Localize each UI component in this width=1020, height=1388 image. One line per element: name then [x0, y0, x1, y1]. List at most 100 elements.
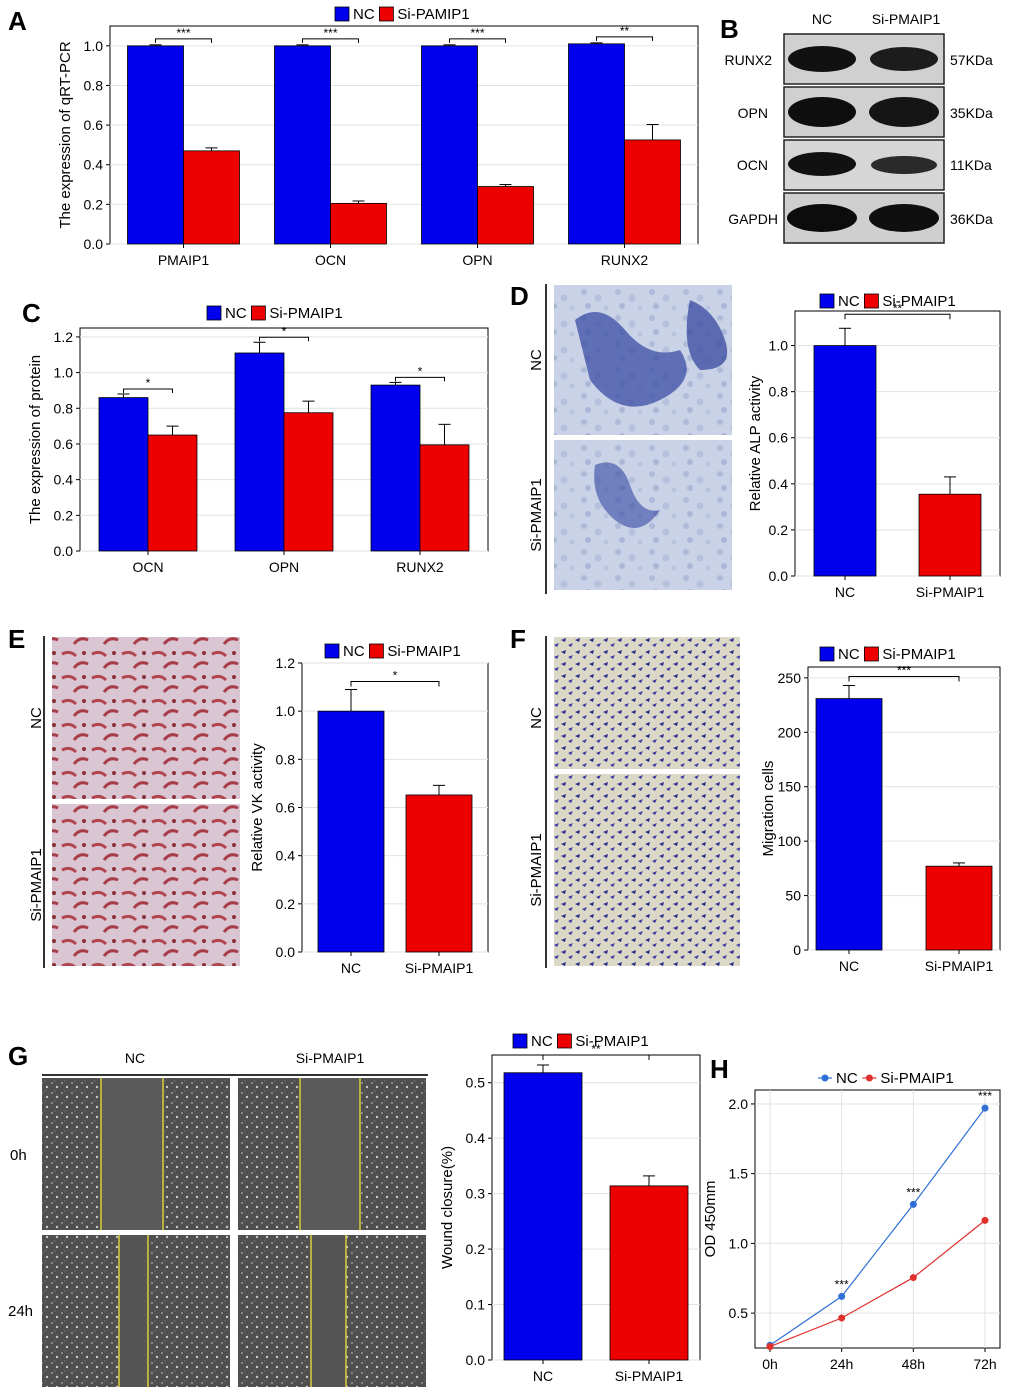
y-tick-label: 1.5: [729, 1166, 749, 1182]
y-axis-label: The expression of qRT-PCR: [57, 41, 74, 228]
migration-image-si: [554, 774, 740, 966]
bar-si: [419, 444, 470, 552]
legend-swatch: [557, 1033, 572, 1049]
bar-nc: [813, 345, 877, 577]
y-tick-label: 0.8: [84, 77, 104, 93]
significance-marker: ***: [897, 664, 911, 678]
significance-marker: *: [146, 376, 151, 390]
legend-swatch: [821, 1074, 829, 1082]
legend-swatch: [819, 293, 835, 309]
legend-swatch: [334, 6, 350, 22]
bar-nc: [127, 45, 184, 245]
migration-row-label: NC: [528, 707, 545, 729]
x-tick-label: NC: [533, 1368, 553, 1384]
panel-label-e: E: [8, 624, 25, 654]
wb-size-label: 36KDa: [950, 211, 993, 227]
significance-marker: ***: [835, 1277, 849, 1291]
legend-swatch: [324, 643, 340, 659]
vk-stain-images: NC Si-PMAIP1: [28, 636, 240, 968]
alp-stain-blob: [686, 300, 728, 370]
significance-bracket: [848, 676, 960, 682]
y-tick-label: 250: [778, 670, 802, 686]
y-tick-label: 0.4: [84, 157, 104, 173]
y-tick-label: 0.4: [276, 848, 296, 864]
legend-swatch: [864, 293, 879, 309]
significance-bracket: [844, 313, 951, 320]
wb-header-nc: NC: [812, 11, 832, 27]
legend-label: NC: [838, 646, 860, 663]
bar-nc: [421, 45, 478, 245]
wb-size-label: 57KDa: [950, 52, 993, 68]
wb-row: GAPDH 36KDa: [728, 192, 993, 244]
y-tick-label: 0.4: [466, 1130, 486, 1146]
wb-protein-label: OPN: [738, 105, 768, 121]
x-tick-label: NC: [835, 584, 855, 600]
vk-row-label: Si-PMAIP1: [28, 848, 45, 921]
legend-swatch: [865, 1074, 873, 1082]
significance-marker: ***: [470, 26, 484, 40]
significance-bracket: [302, 38, 359, 43]
x-tick-label: Si-PMAIP1: [925, 958, 994, 974]
migration-image-nc: [554, 637, 740, 769]
wb-band: [869, 204, 939, 232]
y-axis-label: OD 450mm: [702, 1181, 719, 1258]
bar-si: [609, 1185, 689, 1361]
x-tick-label: NC: [341, 960, 361, 976]
wound-col-label: NC: [125, 1050, 145, 1066]
x-tick-label: 48h: [902, 1356, 925, 1372]
point-nc: [838, 1292, 846, 1300]
bar-nc: [274, 45, 331, 245]
plot-frame: [754, 1089, 1001, 1349]
alp-stain-blob: [594, 462, 660, 528]
y-tick-label: 0.5: [466, 1075, 486, 1091]
point-si: [838, 1314, 846, 1322]
wb-band: [787, 204, 857, 232]
wb-band: [788, 46, 856, 72]
y-tick-label: 50: [785, 888, 801, 904]
y-tick-label: 0.0: [769, 568, 789, 584]
legend-label: Si-PMAIP1: [269, 305, 342, 322]
significance-marker: ***: [323, 26, 337, 40]
legend-swatch: [378, 6, 394, 22]
significance-bracket: [596, 36, 653, 41]
x-tick-label: Si-PMAIP1: [916, 584, 985, 600]
y-tick-label: 0.0: [84, 236, 104, 252]
wb-row: RUNX2 57KDa: [725, 33, 993, 85]
point-si: [766, 1343, 774, 1351]
bar-nc: [234, 352, 285, 552]
wb-protein-label: RUNX2: [725, 52, 773, 68]
point-si: [909, 1274, 917, 1282]
y-tick-label: 0.8: [54, 400, 74, 416]
bar-nc: [98, 397, 149, 552]
significance-bracket: [350, 680, 440, 687]
significance-marker: **: [620, 24, 630, 38]
point-nc: [981, 1104, 989, 1112]
y-axis-label: Relative ALP activity: [747, 375, 764, 511]
y-tick-label: 0.6: [276, 800, 296, 816]
significance-marker: **: [893, 301, 903, 315]
legend-swatch: [819, 646, 835, 662]
wb-protein-label: GAPDH: [728, 211, 778, 227]
legend-label: NC: [225, 305, 247, 322]
point-nc: [909, 1200, 917, 1208]
significance-marker: ***: [906, 1185, 920, 1199]
y-tick-label: 0.4: [769, 476, 789, 492]
wb-row: OCN 11KDa: [737, 139, 992, 191]
significance-marker: ***: [176, 26, 190, 40]
bar-nc: [568, 43, 625, 245]
wb-band: [871, 156, 937, 174]
y-tick-label: 0.2: [769, 522, 789, 538]
legend-label: Si-PMAIP1: [575, 1033, 648, 1050]
y-tick-label: 0.6: [84, 117, 104, 133]
chart-c: 0.0 0.2 0.4 0.6 0.8 1.0 1.2 The expression of p…: [27, 305, 489, 575]
bar-si: [477, 186, 534, 245]
wound-images: NC Si-PMAIP1 0h 24h: [8, 1050, 428, 1387]
migration-images: NC Si-PMAIP1: [528, 636, 740, 968]
alp-stain-images: NC Si-PMAIP1: [528, 284, 732, 594]
alp-stain-blob: [575, 312, 687, 407]
y-tick-label: 0.2: [276, 896, 296, 912]
x-tick-label: OPN: [269, 559, 299, 575]
y-tick-label: 1.0: [276, 703, 296, 719]
bar-si: [330, 202, 387, 245]
y-tick-label: 0.2: [54, 507, 74, 523]
